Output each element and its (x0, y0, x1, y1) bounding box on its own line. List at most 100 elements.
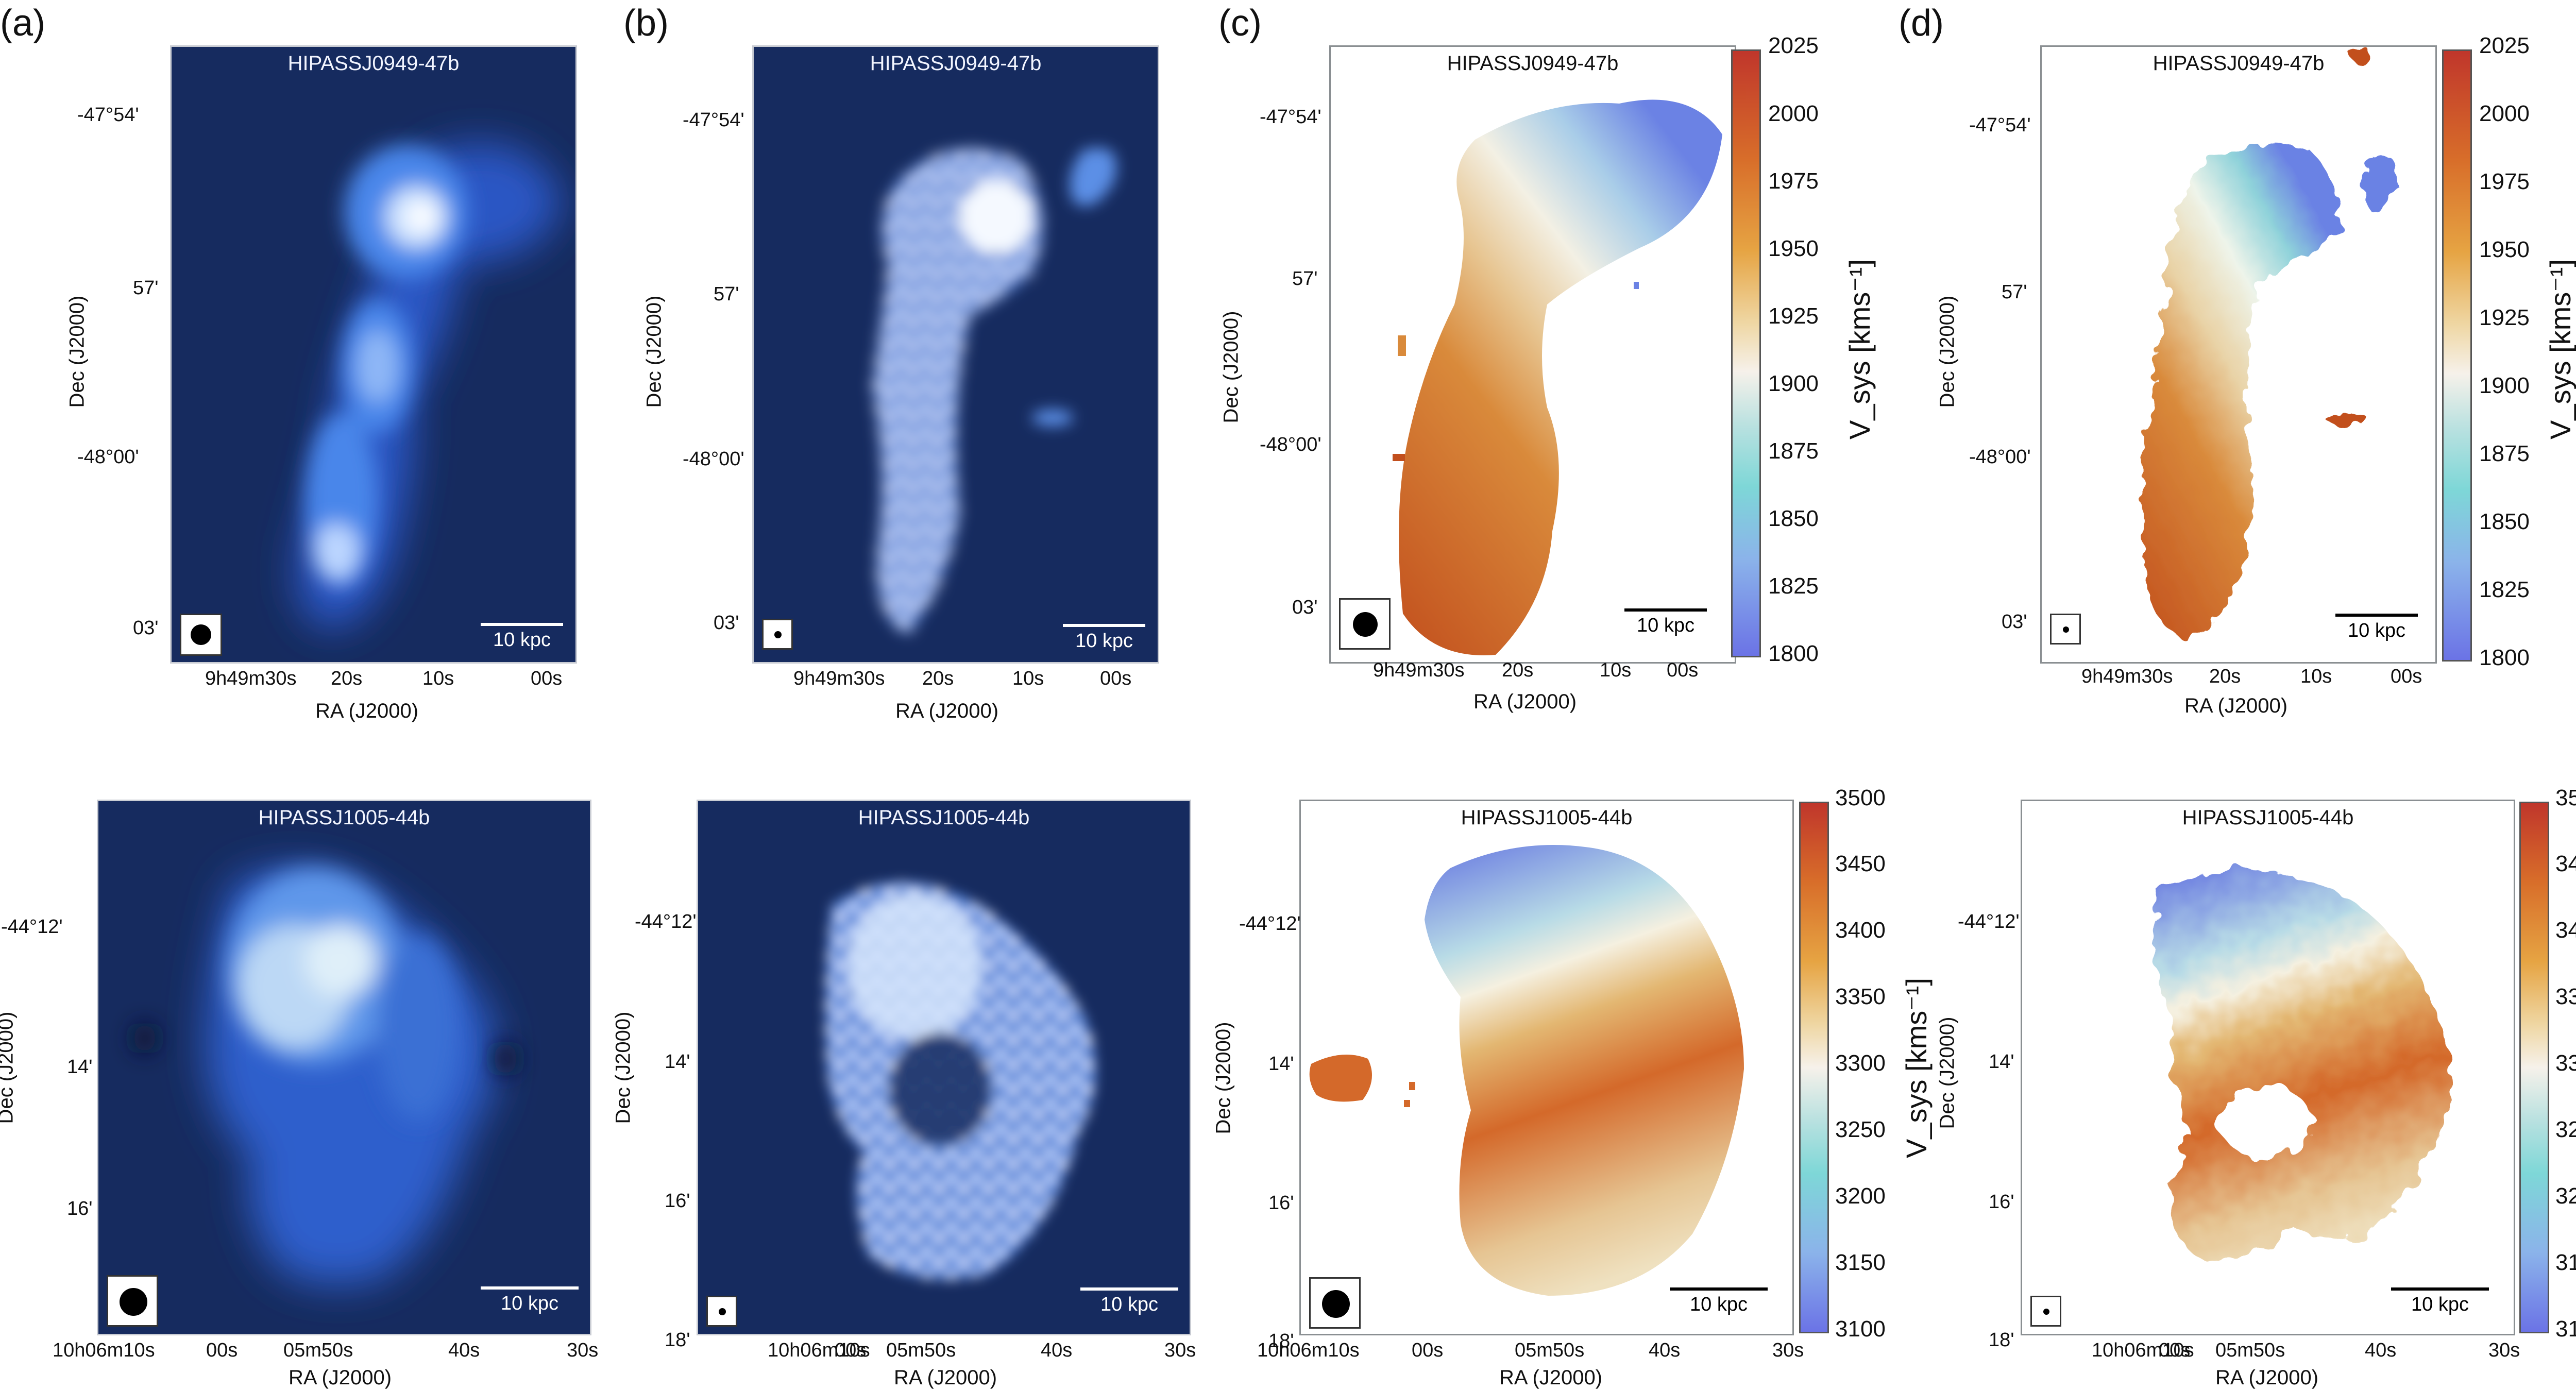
ra-tick: 20s (1502, 659, 1534, 681)
hi-intensity-map (872, 148, 1116, 634)
colorbar-tick: 1950 (2479, 237, 2530, 262)
ra-tick: 10h06m10s (53, 1340, 155, 1361)
dec-tick: -47°54' (1969, 114, 2031, 136)
ra-axis-label: RA (J2000) (894, 1366, 997, 1389)
ra-tick: 40s (2365, 1340, 2397, 1361)
scale-bar-label: 10 kpc (493, 629, 551, 651)
ra-tick: 05m50s (1515, 1340, 1585, 1361)
beam-indicator (2050, 614, 2081, 645)
colorbar-tick: 3400 (2555, 918, 2576, 943)
dec-tick: 57' (714, 283, 739, 305)
dec-tick: 18' (665, 1329, 690, 1351)
scale-bar (1670, 1287, 1768, 1291)
ra-axis-label: RA (J2000) (1473, 690, 1577, 713)
dec-tick: 16' (1268, 1192, 1294, 1214)
ra-tick: 9h49m30s (2081, 666, 2173, 687)
colorbar-tick: 1900 (1768, 371, 1819, 396)
panel-title: HIPASSJ1005-44b (858, 806, 1030, 829)
dec-tick: -44°12' (1239, 913, 1301, 935)
ra-tick: 10s (2300, 666, 2332, 687)
colorbar-tick: 3250 (1835, 1117, 1886, 1142)
scale-bar-label: 10 kpc (1637, 615, 1694, 636)
beam-indicator (1309, 1277, 1361, 1329)
scale-bar (2391, 1287, 2489, 1291)
ra-tick: 00s (206, 1340, 238, 1361)
dec-tick: 57' (133, 277, 159, 299)
colorbar-tick: 3300 (1835, 1050, 1886, 1076)
colorbar (1799, 802, 1829, 1333)
dec-tick: -47°54' (683, 109, 744, 131)
dec-tick: 16' (665, 1190, 690, 1212)
colorbar-tick: 3500 (2555, 785, 2576, 810)
colorbar-tick: 3450 (1835, 851, 1886, 876)
beam-indicator (1339, 598, 1391, 650)
panel-a-top-map: HIPASSJ0949-47b 10 kpc (170, 45, 577, 664)
velocity-field-map (1393, 99, 1722, 655)
panel-title: HIPASSJ0949-47b (1447, 52, 1619, 75)
dec-tick: 14' (665, 1051, 690, 1073)
ra-tick: 00s (2159, 1340, 2191, 1361)
beam-indicator (180, 614, 222, 656)
dec-tick: -47°54' (77, 104, 139, 126)
colorbar-tick: 3450 (2555, 851, 2576, 876)
dec-tick: 57' (2002, 281, 2027, 303)
ra-tick: 00s (2391, 666, 2422, 687)
dec-tick: 16' (1989, 1191, 2014, 1213)
panel-b-top-map: HIPASSJ0949-47b 10 kpc (752, 45, 1159, 664)
colorbar-tick: 1975 (1768, 168, 1819, 194)
colorbar-tick: 1825 (2479, 577, 2530, 602)
scale-bar-label: 10 kpc (1690, 1294, 1748, 1315)
ra-tick: 30s (2488, 1340, 2520, 1361)
dec-tick: -48°00' (77, 446, 139, 468)
panel-label-b: (b) (623, 3, 669, 44)
dec-axis-label: Dec (J2000) (1936, 1016, 1959, 1129)
panel-c-bottom-map: HIPASSJ1005-44b 10 kpc (1299, 800, 1794, 1335)
ra-tick: 40s (1041, 1340, 1073, 1361)
colorbar-tick: 1925 (1768, 303, 1819, 329)
colorbar-tick: 3150 (2555, 1250, 2576, 1275)
dec-tick: -44°12' (1, 916, 63, 938)
dec-axis-label: Dec (J2000) (612, 1011, 635, 1124)
colorbar-tick: 3200 (2555, 1183, 2576, 1209)
colorbar-tick: 2025 (1768, 33, 1819, 58)
scale-bar-label: 10 kpc (2348, 620, 2405, 641)
scale-bar-label: 10 kpc (1075, 630, 1133, 652)
velocity-field-map (2155, 870, 2451, 1265)
panel-a-bottom-map: HIPASSJ1005-44b 10 kpc (97, 800, 591, 1335)
ra-tick: 40s (1649, 1340, 1681, 1361)
scale-bar (2335, 614, 2418, 617)
ra-tick: 10h06m10s (2092, 1340, 2194, 1361)
dec-tick: 03' (714, 612, 739, 634)
colorbar-tick: 1850 (1768, 506, 1819, 531)
colorbar-tick: 3350 (2555, 984, 2576, 1009)
colorbar-tick: 2000 (2479, 101, 2530, 126)
hi-intensity-map (296, 143, 563, 629)
velocity-field-map (1309, 845, 1744, 1296)
scale-bar-label: 10 kpc (501, 1293, 558, 1314)
colorbar-tick: 3150 (1835, 1250, 1886, 1275)
ra-tick: 00s (531, 668, 563, 689)
beam-indicator (2030, 1296, 2061, 1327)
colorbar-tick: 3400 (1835, 918, 1886, 943)
dec-tick: -44°12' (635, 911, 697, 933)
ra-tick: 00s (1412, 1340, 1444, 1361)
ra-tick: 05m50s (283, 1340, 353, 1361)
colorbar-tick: 1975 (2479, 169, 2530, 194)
dec-tick: -48°00' (1260, 434, 1321, 455)
scale-bar (481, 623, 563, 626)
velocity-field-map (2142, 47, 2398, 639)
ra-tick: 00s (1100, 668, 1132, 689)
colorbar-tick: 2000 (1768, 101, 1819, 126)
dec-tick: -48°00' (683, 448, 744, 470)
ra-tick: 00s (835, 1340, 867, 1361)
colorbar-tick: 1825 (1768, 573, 1819, 599)
colorbar-tick: 1800 (2479, 645, 2530, 670)
colorbar-tick: 2025 (2479, 33, 2530, 58)
ra-tick: 10h06m10s (1257, 1340, 1360, 1361)
colorbar-tick: 1850 (2479, 509, 2530, 534)
ra-tick: 30s (1772, 1340, 1804, 1361)
colorbar-tick: 3100 (2555, 1316, 2576, 1342)
panel-c-top-map: HIPASSJ0949-47b 10 kpc (1329, 45, 1736, 664)
panel-label-d: (d) (1899, 3, 1944, 44)
hi-intensity-map (825, 882, 1096, 1280)
